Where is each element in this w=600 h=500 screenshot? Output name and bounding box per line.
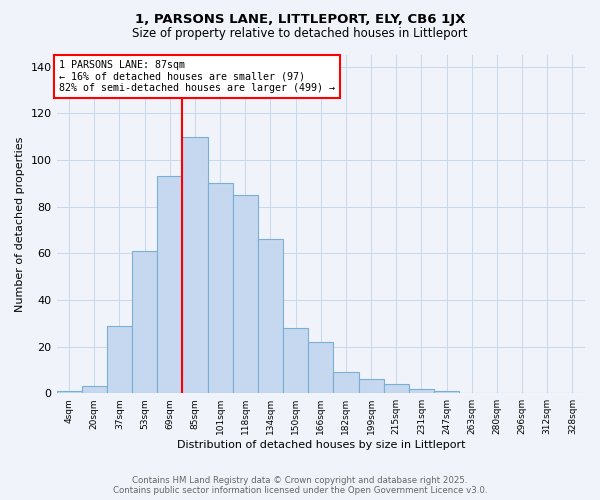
- Y-axis label: Number of detached properties: Number of detached properties: [15, 136, 25, 312]
- Text: 1, PARSONS LANE, LITTLEPORT, ELY, CB6 1JX: 1, PARSONS LANE, LITTLEPORT, ELY, CB6 1J…: [135, 12, 465, 26]
- Bar: [182, 136, 208, 393]
- Bar: [359, 379, 383, 393]
- Bar: [334, 372, 359, 393]
- Bar: [434, 391, 459, 393]
- Bar: [132, 251, 157, 393]
- Text: 1 PARSONS LANE: 87sqm
← 16% of detached houses are smaller (97)
82% of semi-deta: 1 PARSONS LANE: 87sqm ← 16% of detached …: [59, 60, 335, 93]
- Bar: [208, 184, 233, 393]
- Bar: [233, 195, 258, 393]
- Bar: [409, 388, 434, 393]
- Bar: [56, 391, 82, 393]
- Text: Size of property relative to detached houses in Littleport: Size of property relative to detached ho…: [132, 28, 468, 40]
- X-axis label: Distribution of detached houses by size in Littleport: Distribution of detached houses by size …: [176, 440, 465, 450]
- Bar: [157, 176, 182, 393]
- Bar: [308, 342, 334, 393]
- Bar: [107, 326, 132, 393]
- Bar: [258, 240, 283, 393]
- Bar: [82, 386, 107, 393]
- Bar: [383, 384, 409, 393]
- Text: Contains HM Land Registry data © Crown copyright and database right 2025.
Contai: Contains HM Land Registry data © Crown c…: [113, 476, 487, 495]
- Bar: [283, 328, 308, 393]
